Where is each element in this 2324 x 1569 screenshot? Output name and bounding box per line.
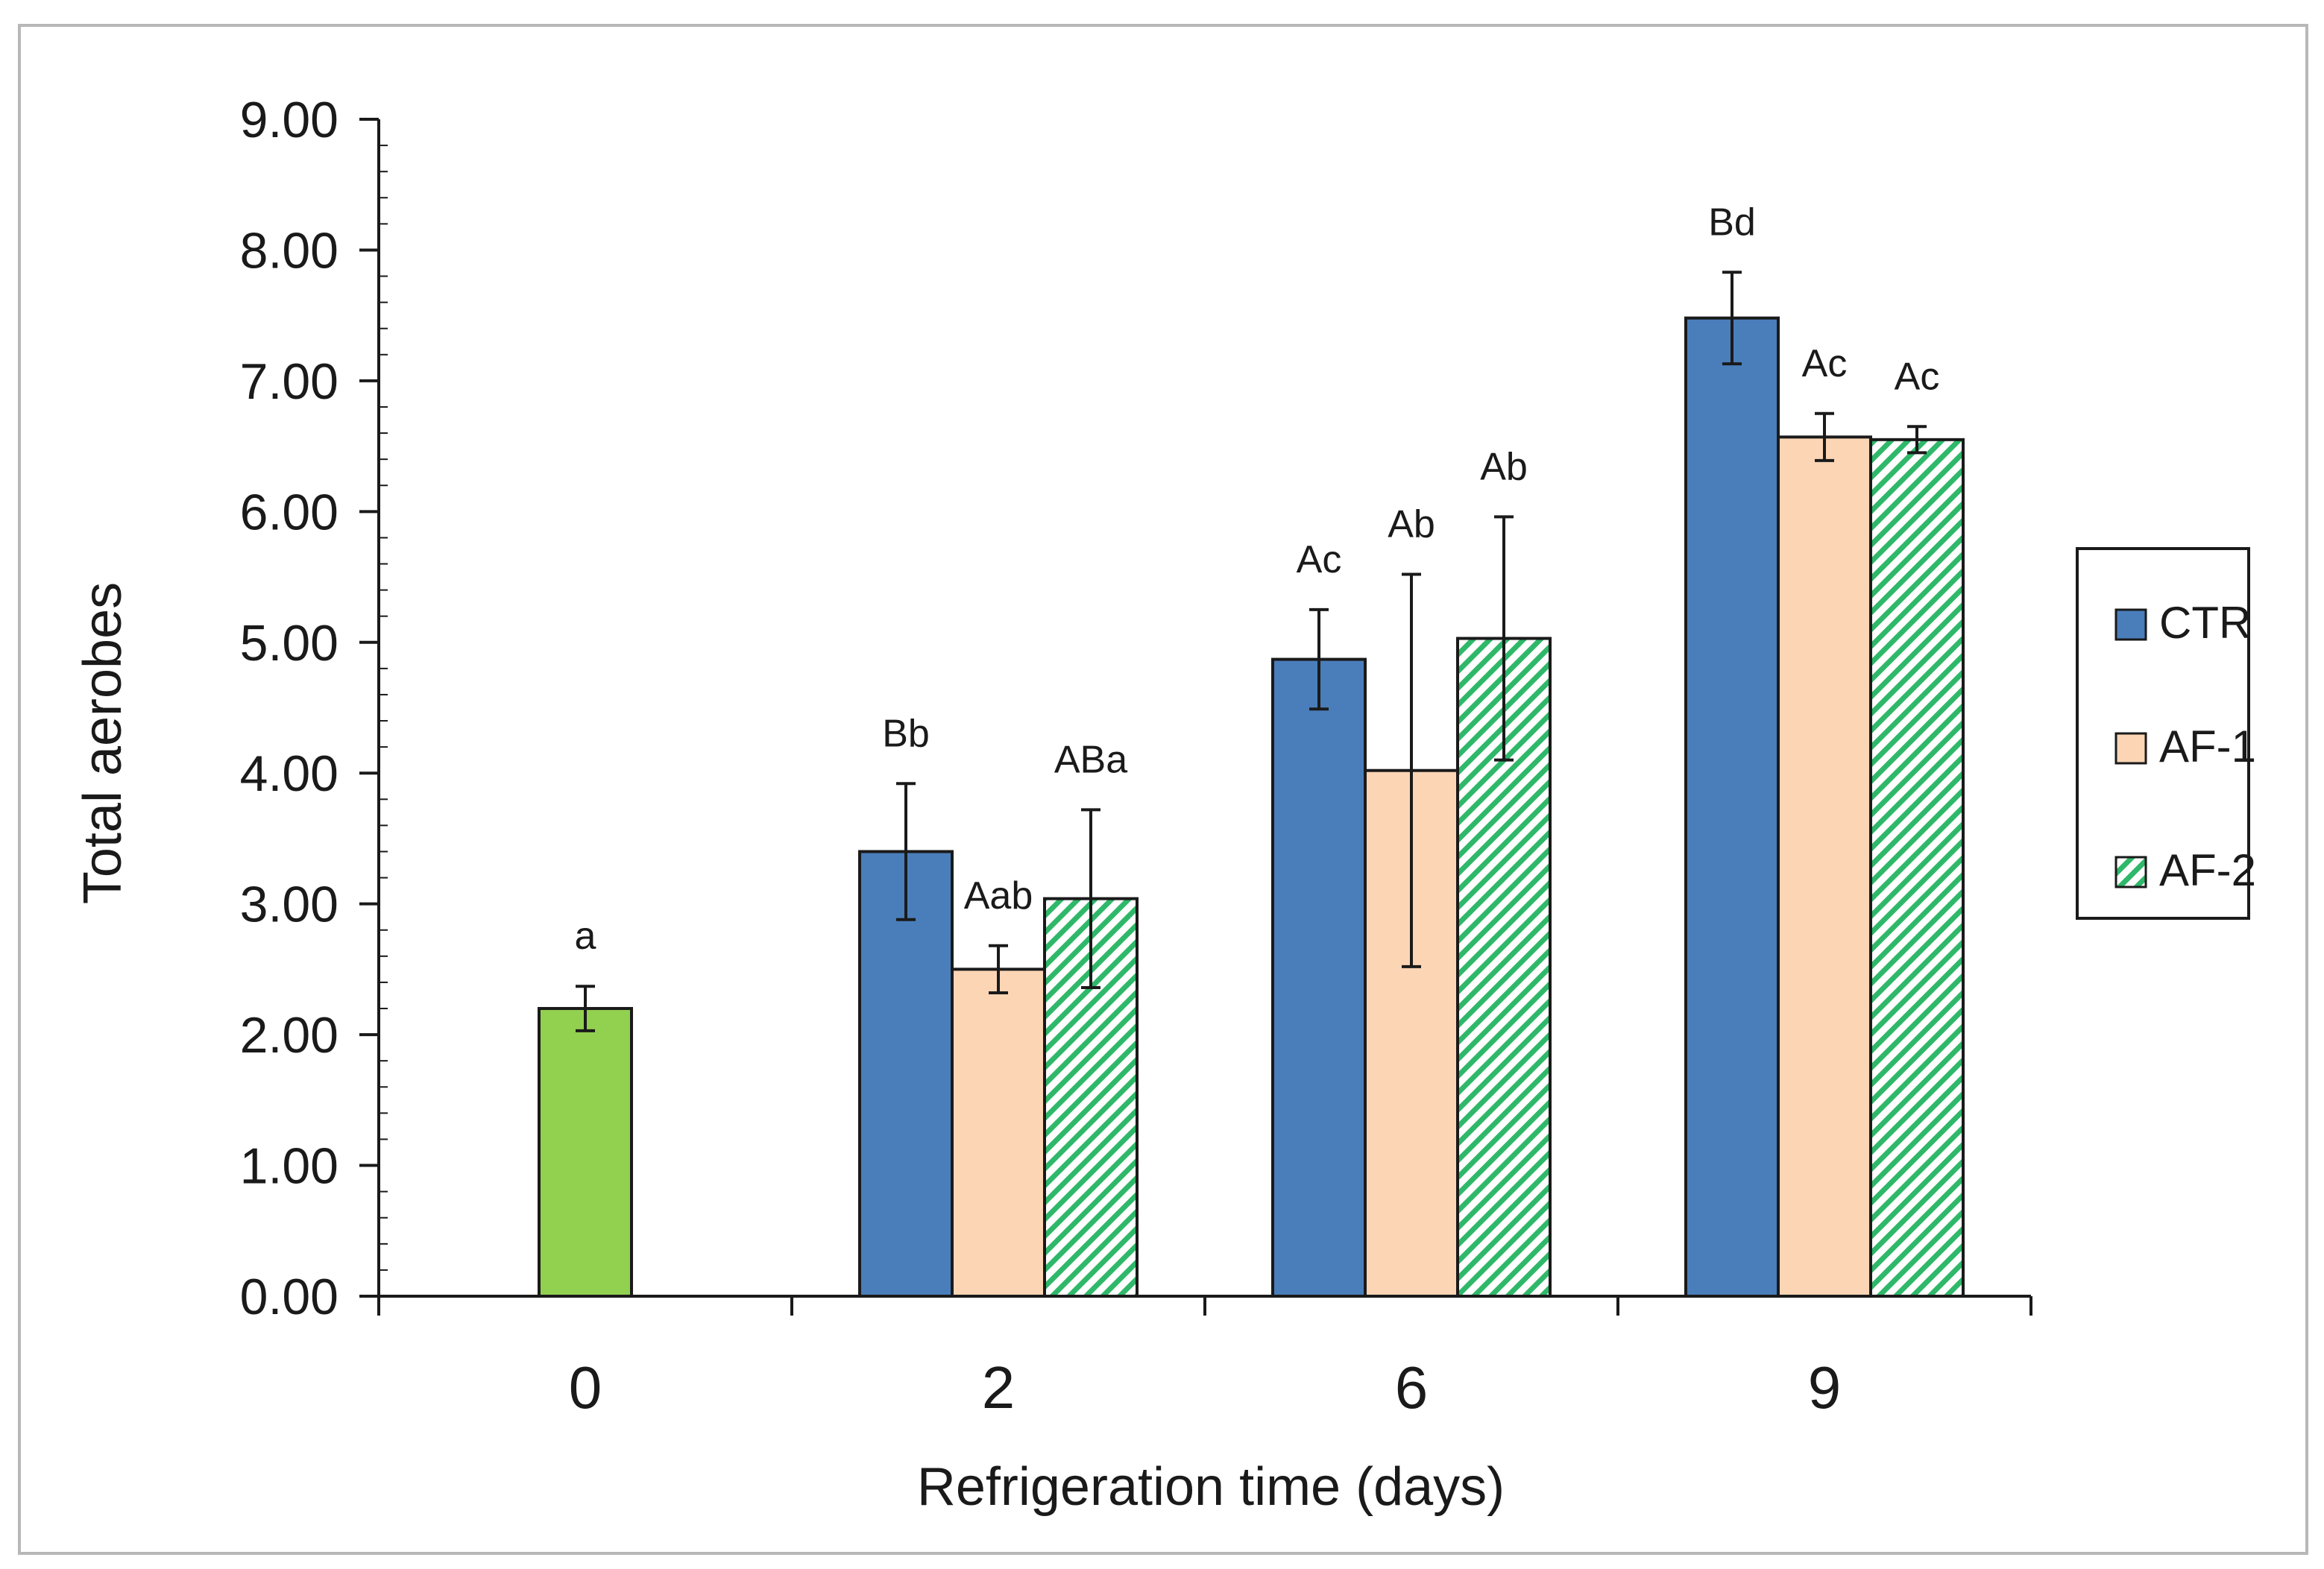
y-tick-label: 9.00 (240, 92, 338, 148)
x-tick-label: 2 (982, 1354, 1015, 1421)
significance-label: a (575, 915, 596, 958)
y-tick-label: 8.00 (240, 222, 338, 279)
x-tick-label: 6 (1395, 1354, 1429, 1421)
y-tick-label: 2.00 (240, 1007, 338, 1064)
y-tick-label: 3.00 (240, 877, 338, 933)
y-tick-label: 4.00 (240, 745, 338, 802)
x-tick-label: 9 (1808, 1354, 1842, 1421)
legend-label-ctr: CTR (2159, 598, 2251, 648)
y-tick-label: 6.00 (240, 484, 338, 540)
legend-swatch-af-1 (2114, 732, 2147, 765)
significance-label: Ac (1895, 355, 1940, 398)
legend-box (2076, 547, 2250, 920)
y-tick-label: 0.00 (240, 1269, 338, 1325)
bar-day0-baseline (538, 1007, 633, 1298)
bar-af-1-day9 (1777, 435, 1872, 1298)
bar-ctr-day9 (1684, 316, 1780, 1298)
legend-label-af-2: AF-2 (2159, 845, 2256, 895)
y-tick-label: 1.00 (240, 1138, 338, 1195)
legend-label-af-1: AF-1 (2159, 722, 2256, 771)
significance-label: ABa (1054, 738, 1127, 781)
y-axis-title: Total aerobes (73, 582, 133, 904)
significance-label: Bd (1708, 201, 1756, 244)
legend-swatch-ctr (2114, 608, 2147, 641)
significance-label: Ac (1802, 342, 1848, 385)
significance-label: Ac (1297, 538, 1342, 581)
significance-label: Ab (1388, 503, 1435, 546)
bar-af-2-day9 (1869, 438, 1965, 1298)
x-tick-label: 0 (569, 1354, 602, 1421)
y-tick-label: 7.00 (240, 353, 338, 410)
y-tick-label: 5.00 (240, 615, 338, 672)
significance-label: Ab (1480, 445, 1528, 488)
bar-ctr-day6 (1271, 657, 1367, 1298)
legend-swatch-af-2 (2114, 856, 2147, 888)
x-axis-title: Refrigeration time (days) (917, 1457, 1505, 1517)
bar-af-1-day2 (951, 967, 1046, 1298)
significance-label: Aab (964, 874, 1033, 918)
significance-label: Bb (882, 712, 930, 755)
